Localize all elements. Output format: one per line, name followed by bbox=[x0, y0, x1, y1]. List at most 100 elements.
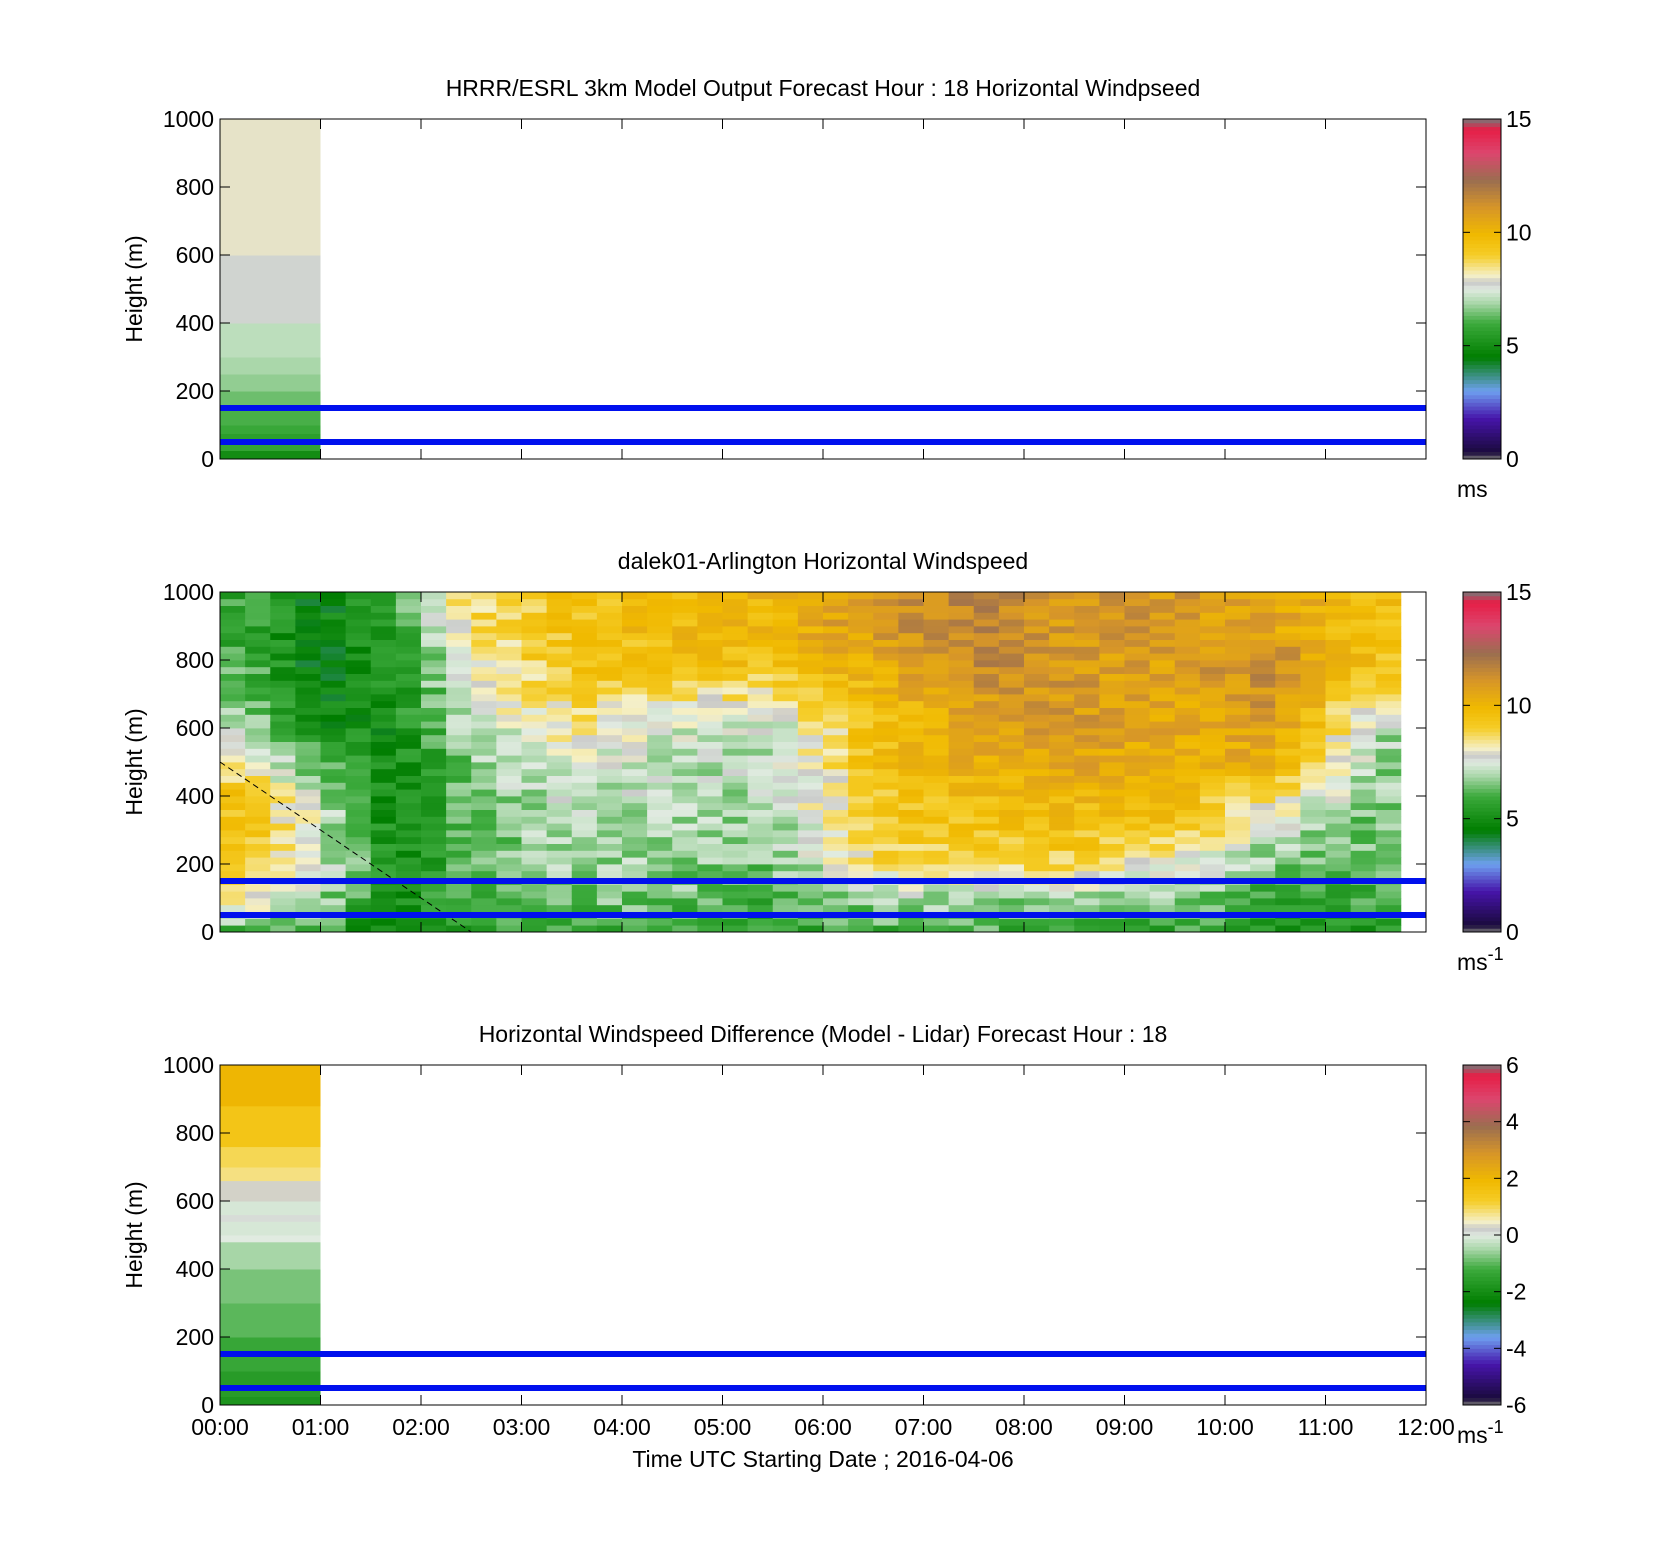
colorbar-segment bbox=[1463, 882, 1501, 888]
heatmap-cell bbox=[245, 734, 271, 742]
heatmap-cell bbox=[295, 918, 321, 926]
colorbar-segment bbox=[1463, 1386, 1501, 1391]
heatmap-cell bbox=[1074, 734, 1100, 742]
heatmap-cell bbox=[1275, 592, 1301, 600]
heatmap-cell bbox=[1024, 768, 1050, 776]
heatmap-cell bbox=[1350, 734, 1377, 742]
heatmap-cell bbox=[471, 592, 497, 600]
heatmap-cell bbox=[395, 666, 422, 674]
heatmap-cell bbox=[873, 707, 899, 715]
heatmap-cell bbox=[1149, 755, 1176, 763]
heatmap-cell bbox=[1074, 748, 1100, 756]
heatmap-cell bbox=[1074, 904, 1100, 912]
heatmap-cell bbox=[270, 592, 296, 600]
heatmap-cell bbox=[245, 632, 271, 640]
heatmap-cell bbox=[948, 626, 975, 634]
heatmap-cell bbox=[270, 728, 296, 736]
heatmap-cell bbox=[647, 660, 673, 668]
heatmap-cell bbox=[672, 775, 698, 783]
heatmap-cell bbox=[747, 809, 774, 817]
heatmap-cell bbox=[923, 891, 950, 899]
heatmap-cell bbox=[873, 755, 899, 763]
heatmap-cell bbox=[370, 734, 397, 742]
heatmap-cell bbox=[521, 694, 548, 702]
heatmap-cell bbox=[848, 857, 874, 865]
heatmap-cell bbox=[471, 673, 497, 681]
colorbar-unit: ms bbox=[1457, 476, 1488, 502]
heatmap-cell bbox=[1275, 850, 1301, 858]
heatmap-cell bbox=[370, 809, 397, 817]
heatmap-cell bbox=[370, 639, 397, 647]
colorbar-segment bbox=[1463, 1155, 1501, 1160]
heatmap-cell bbox=[1149, 775, 1176, 783]
colorbar-segment bbox=[1463, 1072, 1501, 1077]
heatmap-cell bbox=[672, 864, 698, 872]
heatmap-cell bbox=[823, 884, 849, 892]
heatmap-cell bbox=[973, 721, 1000, 729]
heatmap-cell bbox=[270, 666, 296, 674]
colorbar-segment bbox=[1463, 296, 1501, 301]
heatmap-cell bbox=[697, 850, 723, 858]
heatmap-cell bbox=[521, 728, 548, 736]
heatmap-cell bbox=[1099, 626, 1125, 634]
heatmap-cell bbox=[270, 857, 296, 865]
heatmap-cell bbox=[395, 918, 422, 926]
colorbar-segment bbox=[1463, 928, 1501, 933]
heatmap-cell bbox=[923, 768, 950, 776]
heatmap-cell bbox=[1225, 639, 1251, 647]
heatmap-cell bbox=[1225, 700, 1251, 708]
colorbar-segment bbox=[1463, 663, 1501, 669]
heatmap-cell bbox=[998, 714, 1025, 722]
heatmap-cell bbox=[421, 830, 447, 838]
heatmap-cell bbox=[998, 802, 1025, 810]
heatmap-cell bbox=[1149, 789, 1176, 797]
heatmap-cell bbox=[697, 728, 723, 736]
heatmap-cell bbox=[948, 850, 975, 858]
heatmap-cell bbox=[998, 775, 1025, 783]
heatmap-cell bbox=[245, 762, 271, 770]
heatmap-cell bbox=[1124, 768, 1151, 776]
heatmap-cell bbox=[320, 592, 347, 600]
heatmap-cell bbox=[220, 1167, 321, 1182]
heatmap-cell bbox=[1149, 707, 1176, 715]
heatmap-cell bbox=[873, 850, 899, 858]
heatmap-cell bbox=[245, 639, 271, 647]
heatmap-cell bbox=[898, 728, 924, 736]
heatmap-cell bbox=[923, 605, 950, 613]
heatmap-cell bbox=[1099, 632, 1125, 640]
heatmap-cell bbox=[496, 796, 522, 804]
heatmap-cell bbox=[521, 775, 548, 783]
heatmap-cell bbox=[898, 734, 924, 742]
heatmap-cell bbox=[295, 673, 321, 681]
heatmap-cell bbox=[1375, 707, 1402, 715]
heatmap-cell bbox=[521, 904, 548, 912]
heatmap-cell bbox=[1325, 680, 1352, 688]
heatmap-cell bbox=[421, 884, 447, 892]
heatmap-cell bbox=[797, 626, 824, 634]
heatmap-cell bbox=[496, 789, 522, 797]
heatmap-cell bbox=[1300, 721, 1326, 729]
colorbar-segment bbox=[1463, 413, 1501, 418]
heatmap-cell bbox=[1174, 694, 1201, 702]
heatmap-cell bbox=[270, 687, 296, 695]
heatmap-cell bbox=[1174, 728, 1201, 736]
heatmap-cell bbox=[1325, 918, 1352, 926]
heatmap-cell bbox=[1074, 626, 1100, 634]
heatmap-cell bbox=[1024, 707, 1050, 715]
heatmap-cell bbox=[898, 741, 924, 749]
heatmap-cell bbox=[1024, 843, 1050, 851]
heatmap-cell bbox=[1199, 728, 1226, 736]
heatmap-cell bbox=[245, 612, 271, 620]
heatmap-cell bbox=[747, 680, 774, 688]
heatmap-cell bbox=[873, 843, 899, 851]
heatmap-cell bbox=[546, 639, 573, 647]
heatmap-cell bbox=[848, 707, 874, 715]
heatmap-cell bbox=[722, 843, 749, 851]
heatmap-cell bbox=[722, 741, 749, 749]
colorbar-segment bbox=[1463, 345, 1501, 350]
colorbar-segment bbox=[1463, 788, 1501, 793]
heatmap-cell bbox=[245, 707, 271, 715]
heatmap-cell bbox=[370, 646, 397, 654]
heatmap-cell bbox=[596, 673, 623, 681]
heatmap-cell bbox=[1124, 857, 1151, 865]
